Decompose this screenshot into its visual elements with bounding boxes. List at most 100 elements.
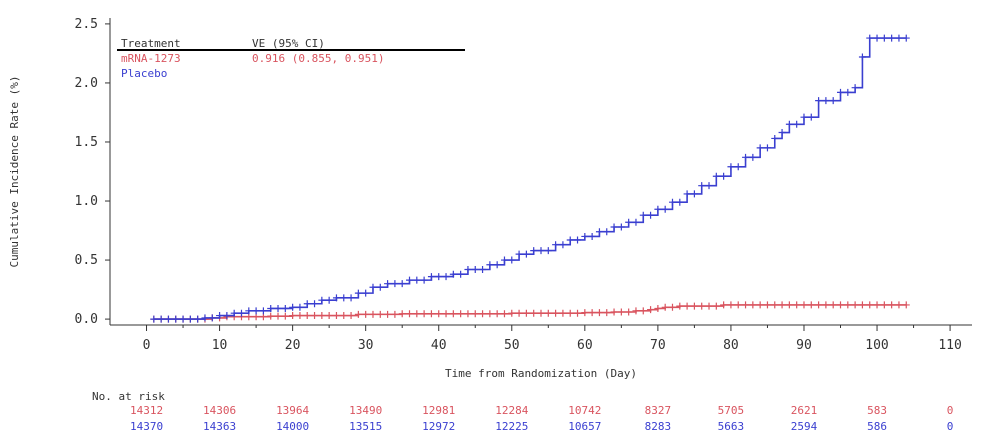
censor-mark (464, 310, 472, 318)
censor-mark (318, 312, 326, 320)
censor-mark (223, 312, 231, 320)
censor-mark (603, 309, 611, 317)
censor-mark (376, 283, 384, 291)
y-tick-label: 0.5 (75, 253, 98, 268)
censor-mark (515, 309, 523, 317)
censor-mark (800, 301, 808, 309)
risk-value: 0 (947, 420, 954, 433)
risk-value: 12225 (495, 420, 528, 433)
censor-mark (858, 53, 866, 61)
censor-mark (384, 280, 392, 288)
censor-mark (837, 301, 845, 309)
censor-mark (705, 182, 713, 190)
censor-mark (742, 153, 750, 161)
censor-mark (639, 307, 647, 315)
censor-mark (427, 310, 435, 318)
censor-mark (734, 301, 742, 309)
censor-mark (749, 301, 757, 309)
censor-mark (552, 241, 560, 249)
censor-mark (369, 283, 377, 291)
x-tick-label: 30 (358, 338, 374, 353)
censor-mark (237, 309, 245, 317)
censor-mark (508, 256, 516, 264)
censor-mark (420, 310, 428, 318)
risk-value: 10657 (568, 420, 601, 433)
risk-value: 13490 (349, 404, 382, 417)
censor-mark (632, 307, 640, 315)
censor-mark (559, 309, 567, 317)
risk-value: 5663 (718, 420, 745, 433)
censor-mark (347, 294, 355, 302)
y-tick-label: 1.0 (75, 194, 98, 209)
censor-mark (829, 97, 837, 105)
censor-mark (654, 205, 662, 213)
censor-mark (822, 97, 830, 105)
censor-mark (340, 294, 348, 302)
censor-mark (588, 309, 596, 317)
censor-mark (610, 308, 618, 316)
censor-mark (625, 218, 633, 226)
censor-mark (449, 270, 457, 278)
censor-mark (749, 153, 757, 161)
censor-mark (296, 303, 304, 311)
censor-mark (617, 223, 625, 231)
risk-value: 586 (867, 420, 887, 433)
censor-mark (311, 300, 319, 308)
risk-value: 10742 (568, 404, 601, 417)
x-tick-label: 110 (938, 338, 961, 353)
risk-value: 12284 (495, 404, 528, 417)
censor-mark (734, 163, 742, 171)
censor-mark (778, 129, 786, 137)
censor-mark (829, 301, 837, 309)
censor-mark (844, 88, 852, 96)
censor-mark (391, 310, 399, 318)
censor-mark (457, 310, 465, 318)
censor-mark (332, 294, 340, 302)
risk-value: 13515 (349, 420, 382, 433)
censor-mark (500, 256, 508, 264)
risk-value: 12972 (422, 420, 455, 433)
censor-mark (413, 310, 421, 318)
censor-mark (471, 310, 479, 318)
risk-value: 0 (947, 404, 954, 417)
censor-mark (537, 247, 545, 255)
risk-value: 5705 (718, 404, 745, 417)
censor-mark (245, 313, 253, 321)
risk-value: 14363 (203, 420, 236, 433)
censor-mark (690, 190, 698, 198)
censor-mark (274, 304, 282, 312)
censor-mark (639, 211, 647, 219)
y-axis-title: Cumulative Incidence Rate (%) (8, 75, 21, 267)
risk-value: 8283 (645, 420, 672, 433)
censor-mark (186, 315, 194, 323)
censor-mark (493, 261, 501, 269)
censor-mark (866, 34, 874, 42)
x-tick-label: 70 (650, 338, 666, 353)
censor-mark (544, 247, 552, 255)
x-tick-label: 10 (212, 338, 228, 353)
censor-mark (457, 270, 465, 278)
censor-mark (354, 310, 362, 318)
censor-mark (720, 172, 728, 180)
censor-mark (610, 223, 618, 231)
censor-mark (654, 304, 662, 312)
censor-mark (617, 308, 625, 316)
censor-mark (522, 309, 530, 317)
y-tick-label: 1.5 (75, 135, 98, 150)
censor-mark (581, 309, 589, 317)
risk-value: 14312 (130, 404, 163, 417)
censor-mark (902, 301, 910, 309)
censor-mark (435, 273, 443, 281)
censor-mark (851, 84, 859, 92)
censor-mark (281, 304, 289, 312)
censor-mark (837, 88, 845, 96)
censor-mark (902, 34, 910, 42)
censor-mark (880, 301, 888, 309)
censor-mark (727, 301, 735, 309)
censor-mark (595, 309, 603, 317)
censor-mark (661, 205, 669, 213)
censor-mark (259, 313, 267, 321)
censor-mark (311, 312, 319, 320)
censor-mark (522, 250, 530, 258)
